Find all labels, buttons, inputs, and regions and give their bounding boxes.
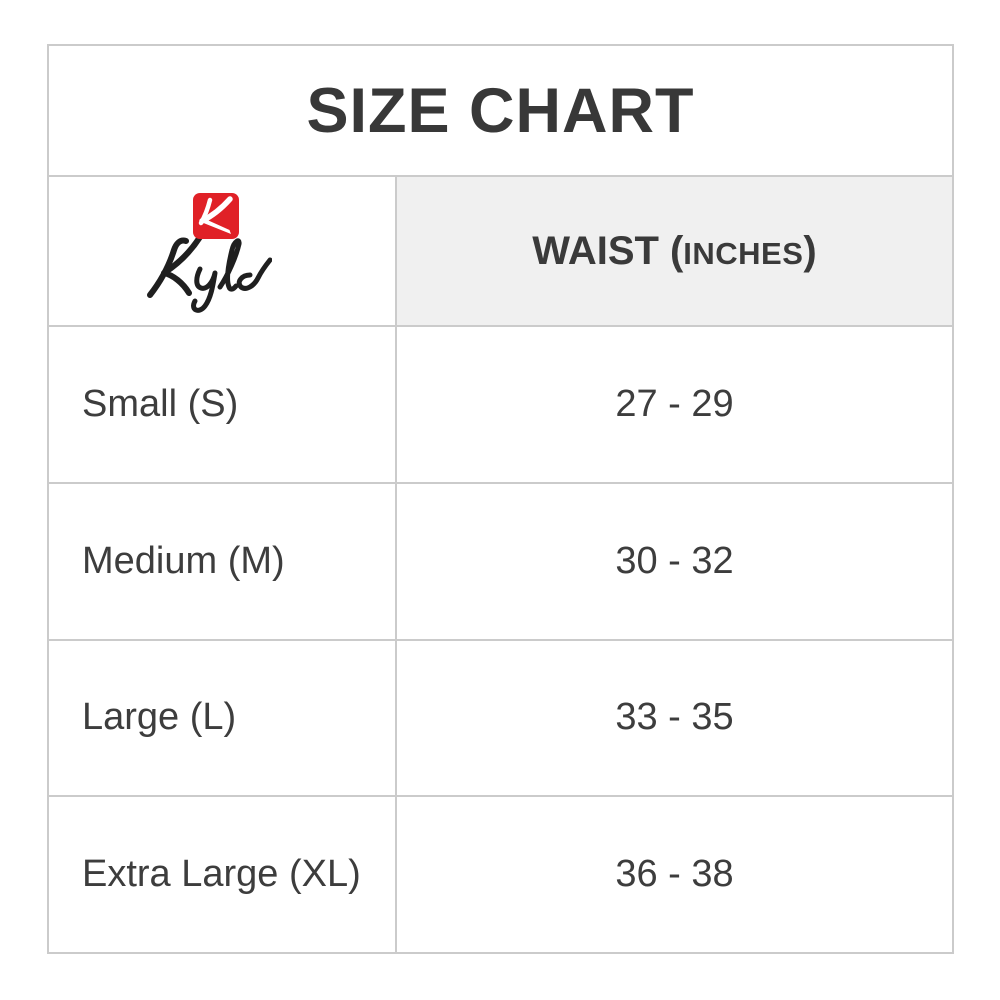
size-cell: Medium (M) — [49, 483, 397, 639]
page-title: SIZE CHART — [306, 75, 695, 146]
waist-cell: 30 - 32 — [397, 483, 952, 639]
table-row: Small (S) 27 - 29 — [49, 327, 952, 484]
table-row: Medium (M) 30 - 32 — [49, 483, 952, 641]
brand-cell — [49, 177, 397, 325]
size-cell: Extra Large (XL) — [49, 797, 397, 952]
waist-header-cell: WAIST ( INCHES ) — [397, 177, 952, 325]
size-cell: Small (S) — [49, 327, 397, 482]
size-chart-table: SIZE CHART — [47, 44, 954, 954]
waist-header-label: WAIST — [532, 228, 659, 273]
waist-header-paren-close: ) — [803, 228, 817, 273]
kyle-script-logo — [147, 235, 272, 313]
waist-cell: 27 - 29 — [397, 327, 952, 482]
header-row: WAIST ( INCHES ) — [49, 177, 952, 327]
kyle-k-badge-icon — [193, 193, 239, 239]
waist-header-paren-open: ( — [669, 228, 684, 273]
waist-header-unit: INCHES — [683, 235, 804, 271]
brand-logo — [140, 193, 272, 315]
waist-column-header: WAIST ( INCHES ) — [532, 229, 816, 274]
table-row: Large (L) 33 - 35 — [49, 640, 952, 798]
waist-cell: 36 - 38 — [397, 797, 952, 952]
title-row: SIZE CHART — [49, 46, 952, 177]
size-cell: Large (L) — [49, 640, 397, 796]
table-row: Extra Large (XL) 36 - 38 — [49, 797, 952, 952]
waist-cell: 33 - 35 — [397, 640, 952, 796]
